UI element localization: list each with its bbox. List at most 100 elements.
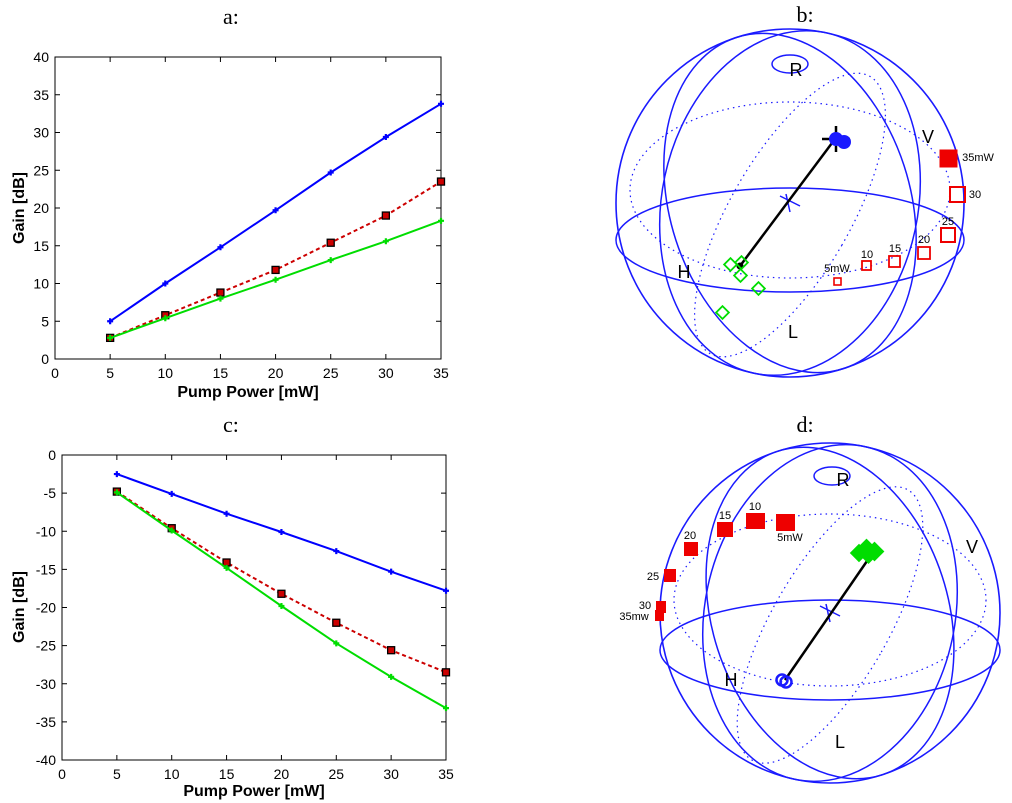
sphere-d-point-label: 25 — [647, 571, 659, 583]
sphere-b-red-point — [861, 260, 872, 271]
sphere-b-red-point — [917, 246, 931, 260]
chart-a-series-2-point — [327, 257, 334, 264]
sphere-d-equator — [659, 599, 1001, 701]
sphere-d-red-point — [717, 522, 733, 537]
sphere-d-point-label: 15 — [719, 510, 731, 522]
chart-a-xtick-label: 25 — [323, 365, 339, 381]
chart-a-ytick-label: 30 — [33, 125, 49, 141]
sphere-d-point-label: 35mw — [619, 611, 648, 623]
sphere-d-red-point — [655, 610, 664, 621]
chart-c-series-1-point — [332, 618, 341, 627]
sphere-b-red-point — [939, 149, 958, 168]
panel-a-title: a: — [223, 4, 239, 29]
chart-a-xtick-label: 5 — [106, 365, 114, 381]
chart-c-series-2-point — [278, 602, 285, 609]
sphere-d-red-point — [746, 513, 765, 529]
chart-a-series-2-point — [162, 315, 169, 322]
chart-c-series-2-point — [113, 489, 120, 496]
sphere-d-red-point — [776, 514, 795, 531]
sphere-d-blue-point — [779, 675, 793, 689]
sphere-d-point-label: 30 — [639, 600, 651, 612]
sphere-b-meridian-2 — [663, 32, 917, 374]
chart-a-series-1-point — [381, 211, 391, 220]
chart-c-ylabel: Gain [dB] — [11, 571, 28, 643]
chart-c-series-0-point — [388, 568, 395, 575]
chart-c-series-0-point — [223, 510, 230, 517]
chart-a-series-0-point — [382, 134, 389, 141]
chart-a-series-1-point — [271, 265, 280, 275]
sphere-b-label-r: R — [790, 60, 803, 80]
chart-c-ytick-label: -40 — [36, 752, 56, 768]
sphere-b-label-h: H — [678, 262, 691, 282]
sphere-b-label-v: V — [922, 127, 934, 147]
sphere-b-point-label: 20 — [918, 234, 930, 246]
chart-c-ytick-label: -25 — [36, 638, 56, 654]
sphere-b-blue-point — [829, 132, 843, 146]
chart-c-xtick-label: 20 — [274, 766, 290, 782]
sphere-d-pole-ring — [813, 466, 851, 486]
chart-c-xtick-label: 35 — [438, 766, 454, 782]
sphere-d-point-label: 20 — [684, 530, 696, 542]
chart-c-series-0-point — [278, 529, 285, 536]
chart-a-xtick-label: 20 — [268, 365, 284, 381]
poincare-sphere-d: R L H V 5mW 10 15 20 25 30 35mw — [619, 442, 1001, 784]
chart-a-series-0-point — [272, 207, 279, 214]
chart-c-series-1-line — [116, 490, 447, 674]
sphere-b-equator — [615, 187, 965, 293]
chart-a-ytick-label: 10 — [33, 276, 49, 292]
chart-c-series-1-point — [386, 646, 396, 655]
sphere-b-green-point — [714, 304, 731, 321]
chart-c-series-2-point — [168, 527, 175, 534]
chart-a-ytick-label: 25 — [33, 162, 49, 178]
chart-a-series-0-point — [162, 280, 169, 287]
sphere-d-label-v: V — [966, 537, 978, 557]
chart-a-ytick-label: 40 — [33, 49, 49, 65]
chart-a-series-2-point — [272, 276, 279, 283]
chart-a-frame — [54, 56, 442, 360]
sphere-d-label-h: H — [725, 670, 738, 690]
chart-c-ytick-label: -20 — [36, 600, 56, 616]
sphere-b-red-point — [833, 277, 842, 286]
chart-a-xlabel: Pump Power [mW] — [177, 384, 318, 401]
chart-a-series-0-point — [327, 169, 334, 176]
chart-c-xtick-label: 30 — [383, 766, 399, 782]
chart-a-series-1-line — [109, 180, 442, 339]
chart-c-ytick-label: -35 — [36, 714, 56, 730]
chart-a-series-2-point — [217, 295, 224, 302]
sphere-d-rotation-arrow — [783, 547, 878, 681]
chart-c-series-1-point — [277, 589, 286, 598]
chart-a-marks: 0 5 10 15 20 25 30 35 0 5 10 15 20 25 30 35 40 — [33, 49, 449, 381]
sphere-b-point-label: 15 — [889, 243, 901, 255]
chart-c-frame — [61, 454, 447, 761]
sphere-b-green-point — [733, 254, 750, 271]
chart-c-xtick-label: 10 — [164, 766, 180, 782]
chart-c-ytick-label: -10 — [36, 523, 56, 539]
chart-c-marks: 0 5 10 15 20 25 30 35 -40 -35 -30 -25 -20 -15 -10 -5 0 — [36, 447, 454, 782]
chart-a-xtick-label: 35 — [433, 365, 449, 381]
chart-a-series-2-point — [107, 334, 114, 341]
sphere-d-label-l: L — [835, 732, 845, 752]
sphere-d-label-r: R — [837, 470, 850, 490]
chart-a-ylabel: Gain [dB] — [11, 172, 28, 244]
chart-a-series-0-point — [438, 100, 444, 107]
sphere-b-pole-ring — [771, 54, 809, 74]
chart-a: Pump Power [mW] Gain [dB] 0 5 10 15 20 25 30 35… — [11, 49, 449, 401]
sphere-b-back-meridian — [694, 72, 886, 358]
chart-c-xtick-label: 0 — [58, 766, 66, 782]
panel-c-title: c: — [223, 412, 239, 437]
sphere-b-red-point — [940, 227, 956, 243]
chart-a-ytick-label: 5 — [41, 313, 49, 329]
panel-d-title: d: — [796, 412, 813, 437]
chart-a-series-2-point — [438, 217, 444, 224]
chart-a-xtick-label: 15 — [213, 365, 229, 381]
sphere-b-point-label: 25 — [942, 216, 954, 228]
sphere-b-label-l: L — [788, 322, 798, 342]
chart-c-xtick-label: 15 — [219, 766, 235, 782]
sphere-b-green-point — [732, 267, 749, 284]
chart-a-series-1-point — [436, 177, 446, 186]
sphere-d-point-label: 5mW — [777, 532, 803, 544]
chart-a-series-1-point — [216, 288, 225, 297]
sphere-b-green-point — [750, 280, 767, 297]
chart-a-xtick-label: 10 — [157, 365, 173, 381]
